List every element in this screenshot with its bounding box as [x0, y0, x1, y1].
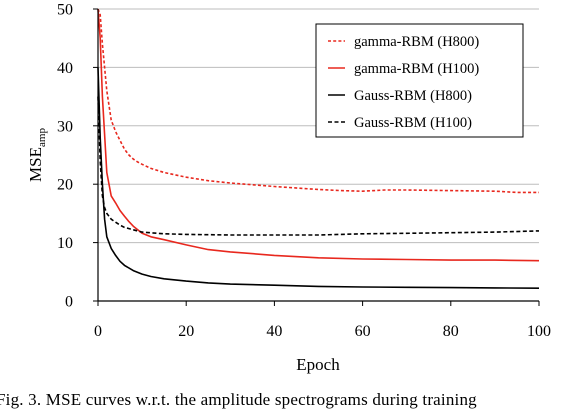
axes: [93, 8, 540, 306]
x-tick-label-60: 60: [355, 323, 371, 340]
legend-label-4: Gauss-RBM (H100): [354, 115, 472, 131]
legend-label-1: gamma-RBM (H800): [354, 34, 479, 50]
x-tick-label-100: 100: [527, 323, 551, 340]
series-line-1: [97, 8, 539, 194]
legend-box: [315, 23, 524, 138]
x-tick-label-0: 0: [94, 323, 102, 340]
tick-labels: 0 10 20 30 40 50 0 20 40 60 80 100: [57, 2, 551, 341]
legend-label-3: Gauss-RBM (H800): [354, 88, 472, 104]
series-lines: [97, 8, 540, 289]
y-tick-label-30: 30: [57, 118, 73, 135]
y-tick-label-20: 20: [57, 177, 73, 194]
y-tick-label-0: 0: [65, 294, 73, 311]
y-tick-label-10: 10: [57, 235, 73, 252]
series-line-4: [97, 96, 540, 236]
y-tick-label-50: 50: [57, 2, 73, 19]
legend-label-2: gamma-RBM (H100): [354, 61, 479, 77]
series-line-2: [97, 8, 540, 262]
x-tick-label-20: 20: [178, 323, 194, 340]
y-axis-title-subscript: amp: [36, 128, 48, 147]
x-axis-title: Epoch: [296, 355, 340, 374]
legend: gamma-RBM (H800) gamma-RBM (H100) Gauss-RB…: [315, 23, 524, 138]
figure-caption: Fig. 3. MSE curves w.r.t. the amplitude …: [0, 390, 477, 409]
x-tick-label-40: 40: [266, 323, 282, 340]
y-axis-title-base: MSE: [26, 147, 45, 182]
series-line-3: [97, 67, 540, 289]
y-tick-label-40: 40: [57, 60, 73, 77]
y-axis-title: MSEamp: [26, 128, 48, 182]
x-tick-label-80: 80: [443, 323, 459, 340]
